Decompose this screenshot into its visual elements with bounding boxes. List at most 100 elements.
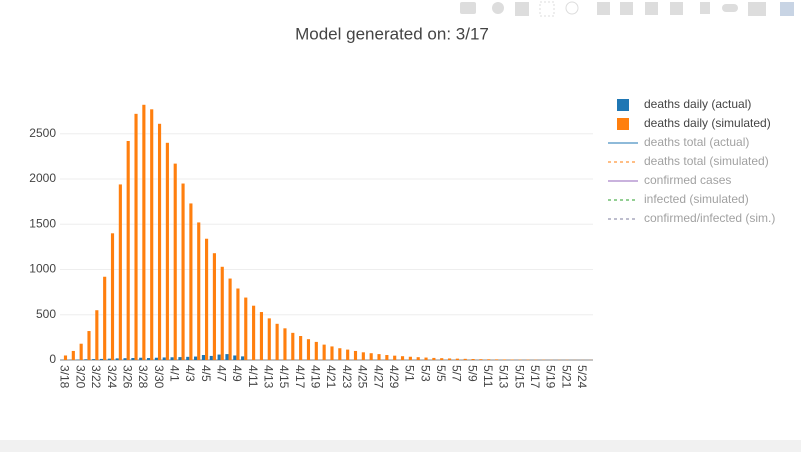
bar bbox=[134, 113, 138, 360]
bar bbox=[154, 357, 158, 360]
bar bbox=[432, 357, 436, 360]
bar bbox=[165, 142, 169, 360]
bar bbox=[393, 355, 397, 360]
x-tick-label: 3/18 bbox=[58, 365, 72, 389]
x-tick-label: 3/30 bbox=[152, 365, 166, 389]
bar bbox=[118, 184, 122, 360]
x-tick-label: 4/1 bbox=[167, 365, 181, 382]
x-tick-label: 4/25 bbox=[356, 365, 370, 389]
bar bbox=[212, 253, 216, 360]
legend-label[interactable]: deaths daily (simulated) bbox=[644, 116, 771, 130]
x-tick-label: 4/27 bbox=[371, 365, 385, 389]
bar bbox=[63, 355, 68, 360]
bar bbox=[236, 288, 240, 360]
bar bbox=[306, 339, 311, 360]
legend-label[interactable]: deaths total (actual) bbox=[644, 135, 749, 149]
bar bbox=[147, 358, 151, 360]
lasso-icon[interactable] bbox=[565, 1, 579, 15]
bar bbox=[95, 310, 99, 360]
y-tick-label: 1000 bbox=[29, 262, 56, 276]
x-tick-label: 5/9 bbox=[465, 365, 479, 382]
bar bbox=[217, 354, 221, 360]
y-tick-label: 0 bbox=[49, 352, 56, 366]
legend-label[interactable]: deaths daily (actual) bbox=[644, 97, 751, 111]
bar bbox=[244, 297, 248, 360]
bar bbox=[92, 359, 96, 360]
plotly-logo[interactable] bbox=[780, 2, 794, 16]
bar bbox=[131, 358, 135, 360]
bar bbox=[220, 266, 224, 360]
x-tick-label: 5/15 bbox=[512, 365, 526, 389]
x-tick-label: 5/3 bbox=[418, 365, 432, 382]
bar bbox=[424, 357, 428, 360]
legend-swatch bbox=[617, 118, 629, 130]
bar bbox=[225, 354, 229, 360]
bar bbox=[123, 358, 127, 360]
x-tick-label: 4/23 bbox=[340, 365, 354, 389]
x-tick-label: 5/21 bbox=[559, 365, 573, 389]
bar bbox=[252, 305, 256, 360]
bar bbox=[209, 355, 213, 360]
bar bbox=[259, 312, 264, 360]
zoom-in-icon[interactable] bbox=[597, 2, 610, 15]
x-tick-label: 4/21 bbox=[324, 365, 338, 389]
bar bbox=[479, 359, 483, 360]
bar bbox=[87, 331, 91, 360]
x-tick-label: 5/5 bbox=[434, 365, 448, 382]
bar bbox=[314, 341, 318, 360]
bar bbox=[377, 354, 381, 360]
bar bbox=[228, 278, 232, 360]
select-icon[interactable] bbox=[539, 1, 555, 17]
modebar bbox=[460, 1, 794, 17]
x-tick-label: 3/22 bbox=[89, 365, 103, 389]
bar bbox=[416, 357, 420, 360]
x-tick-label: 5/24 bbox=[575, 365, 589, 389]
bar bbox=[275, 323, 279, 360]
x-tick-label: 5/11 bbox=[481, 365, 495, 388]
bar bbox=[186, 356, 190, 360]
legend-label[interactable]: deaths total (simulated) bbox=[644, 154, 769, 168]
bar bbox=[201, 355, 206, 360]
x-tick-label: 5/17 bbox=[528, 365, 542, 389]
x-tick-label: 5/19 bbox=[544, 365, 558, 389]
bar bbox=[170, 357, 174, 360]
legend-label[interactable]: confirmed/infected (sim.) bbox=[644, 211, 775, 225]
x-tick-label: 4/9 bbox=[230, 365, 244, 382]
bar bbox=[361, 352, 365, 360]
y-tick-label: 1500 bbox=[29, 216, 56, 230]
y-tick-label: 2000 bbox=[29, 171, 56, 185]
bar bbox=[110, 233, 115, 360]
hover-compare-icon[interactable] bbox=[748, 2, 766, 16]
bar bbox=[205, 238, 209, 360]
reset-icon[interactable] bbox=[670, 2, 683, 15]
x-tick-label: 4/15 bbox=[277, 365, 291, 389]
zoom-out-icon[interactable] bbox=[620, 2, 633, 15]
bar bbox=[283, 328, 287, 360]
bar bbox=[330, 346, 334, 360]
camera-icon[interactable] bbox=[460, 2, 476, 14]
autoscale-icon[interactable] bbox=[645, 2, 658, 15]
bar bbox=[502, 359, 506, 360]
bar bbox=[107, 358, 111, 360]
x-tick-label: 4/7 bbox=[215, 365, 229, 382]
bar bbox=[103, 276, 107, 360]
bar bbox=[487, 359, 491, 360]
bar bbox=[267, 318, 271, 360]
bar bbox=[142, 104, 146, 360]
bar bbox=[157, 123, 162, 360]
bar bbox=[233, 355, 237, 360]
zoom-icon[interactable] bbox=[492, 2, 504, 14]
pan-icon[interactable] bbox=[515, 2, 529, 16]
bar bbox=[126, 140, 130, 360]
spike-icon[interactable] bbox=[700, 2, 710, 14]
legend-label[interactable]: confirmed cases bbox=[644, 173, 731, 187]
x-tick-label: 4/17 bbox=[293, 365, 307, 389]
y-tick-label: 500 bbox=[36, 307, 56, 321]
chart-title: Model generated on: 3/17 bbox=[295, 24, 489, 43]
hover-closest-icon[interactable] bbox=[722, 4, 738, 12]
legend-label[interactable]: infected (simulated) bbox=[644, 192, 749, 206]
bar bbox=[162, 357, 166, 360]
bar bbox=[471, 359, 475, 360]
bar bbox=[197, 222, 201, 360]
